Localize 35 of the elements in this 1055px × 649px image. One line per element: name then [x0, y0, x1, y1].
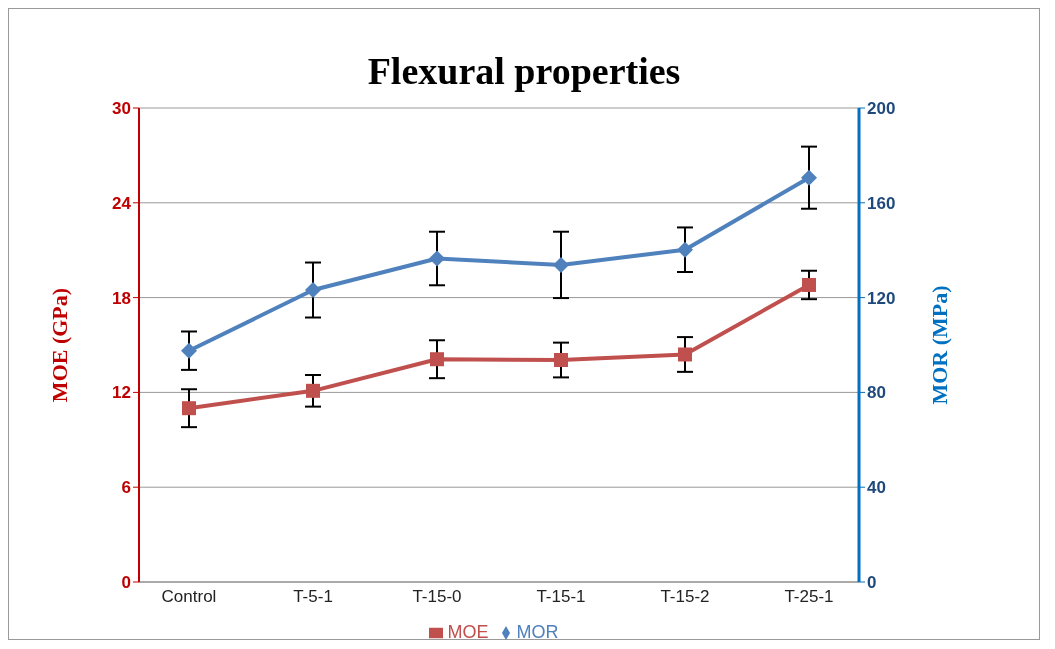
- point: [305, 282, 321, 299]
- y-tick-label: 0: [121, 573, 131, 593]
- y2-tick-label: 40: [867, 478, 886, 498]
- point: [430, 352, 444, 367]
- x-tick-label: T-15-0: [412, 587, 462, 607]
- point: [306, 383, 320, 398]
- x-tick-label: T-15-2: [660, 587, 710, 607]
- x-tick-label: T-5-1: [293, 587, 333, 607]
- y-tick-label: 24: [112, 193, 132, 213]
- point: [802, 277, 816, 292]
- point: [182, 401, 196, 416]
- y2-tick-label: 120: [867, 288, 896, 308]
- x-tick-label: T-25-1: [784, 587, 834, 607]
- y-tick-label: 6: [121, 478, 131, 498]
- x-tick-label: Control: [161, 587, 217, 607]
- legend-label: MOR: [516, 622, 559, 642]
- y2-tick-label: 160: [867, 193, 896, 213]
- point: [429, 250, 445, 267]
- point: [181, 342, 197, 359]
- x-tick-label: T-15-1: [536, 587, 586, 607]
- point: [554, 353, 568, 368]
- chart-title: Flexural properties: [366, 49, 682, 93]
- y-axis-title: MOE (GPa): [46, 287, 72, 403]
- point: [677, 241, 693, 258]
- y-tick-label: 12: [112, 383, 131, 403]
- point: [678, 347, 692, 362]
- point: [801, 169, 817, 186]
- y-tick-label: 18: [112, 288, 131, 308]
- y-tick-label: 30: [112, 99, 131, 119]
- y2-tick-label: 80: [867, 383, 886, 403]
- legend-label: MOE: [447, 622, 489, 642]
- y2-axis-title: MOR (MPa): [926, 285, 952, 405]
- y2-tick-label: 0: [867, 573, 877, 593]
- point: [553, 256, 569, 273]
- y2-tick-label: 200: [867, 99, 896, 119]
